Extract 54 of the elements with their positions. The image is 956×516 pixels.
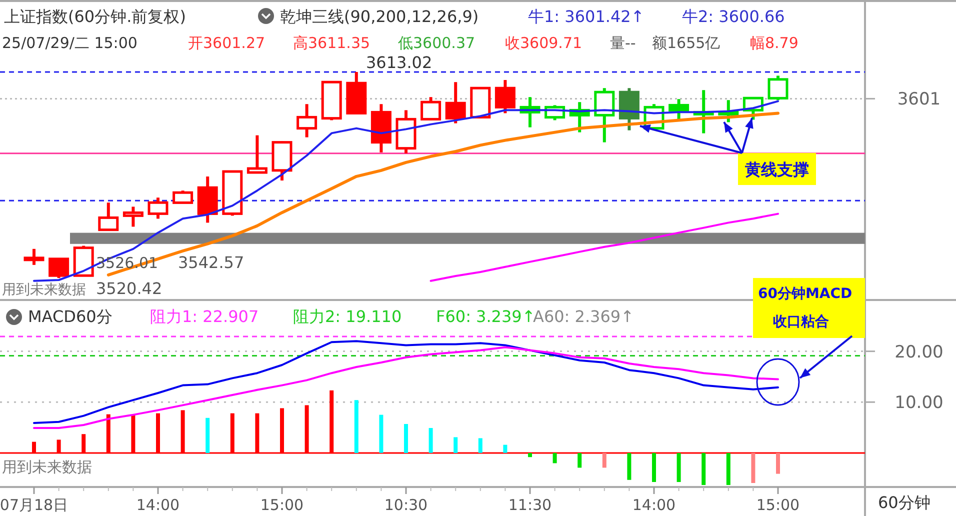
bar [751, 453, 756, 483]
bar [454, 437, 458, 453]
x-tick-label: 14:00 [136, 496, 180, 514]
x-tick-label: 15:00 [260, 496, 304, 514]
bar [528, 453, 532, 458]
text: 量-- [610, 34, 636, 52]
bar [354, 400, 358, 453]
bar [478, 438, 482, 453]
text: 阻力1: 22.907 [150, 307, 259, 326]
bar [552, 453, 557, 464]
x-tick-label: 10:30 [384, 496, 428, 514]
text: 用到未来数据 [2, 282, 86, 298]
text: 3520.42 [96, 279, 162, 298]
text: A60: 2.369↑ [533, 307, 634, 326]
ref-line-label: 3601 [897, 90, 941, 110]
text: 牛1: 3601.42↑ [528, 7, 644, 26]
bar [379, 414, 384, 453]
text: 额1655亿 [652, 34, 720, 52]
text: 阻力2: 19.110 [293, 307, 402, 326]
bar [404, 424, 408, 453]
bar [726, 453, 730, 485]
bar [702, 453, 706, 485]
text: 收3609.71 [505, 34, 582, 52]
bar [627, 453, 632, 480]
bar [652, 453, 656, 482]
text: 高3611.35 [293, 34, 370, 52]
text: 25/07/29/二 15:00 [2, 34, 138, 52]
text: 低3600.37 [398, 34, 476, 52]
bar [602, 453, 606, 468]
text: 开3601.27 [188, 34, 266, 52]
bar [578, 453, 582, 468]
text: MACD60分 [28, 307, 112, 326]
y-tick-label: 10.00 [894, 393, 944, 414]
x-tick-label: 11:30 [508, 496, 552, 514]
bar [206, 418, 210, 453]
text: 收口粘合 [773, 314, 829, 330]
annotation: 用到未来数据 [2, 458, 92, 476]
text: 60分钟MACD [758, 286, 852, 302]
text: 牛2: 3600.66 [682, 7, 785, 26]
x-tick-label: 07月18日 [0, 496, 68, 514]
x-tick-label: 14:00 [632, 496, 676, 514]
bar [428, 428, 433, 453]
text: 幅8.79 [750, 34, 798, 52]
annotation: 3542.57 [178, 253, 244, 272]
text: 乾坤三线(90,200,12,26,9) [280, 7, 479, 26]
text: 60分钟 [878, 493, 930, 512]
bar [776, 453, 780, 474]
x-tick-label: 15:00 [756, 496, 800, 514]
annotation: 3613.02 [366, 53, 432, 72]
bar [676, 453, 681, 482]
annotation: 黄线支撑 [744, 160, 809, 179]
text: 上证指数(60分钟.前复权) [4, 7, 186, 26]
y-tick-label: 20.00 [894, 342, 944, 362]
bar [503, 444, 508, 453]
